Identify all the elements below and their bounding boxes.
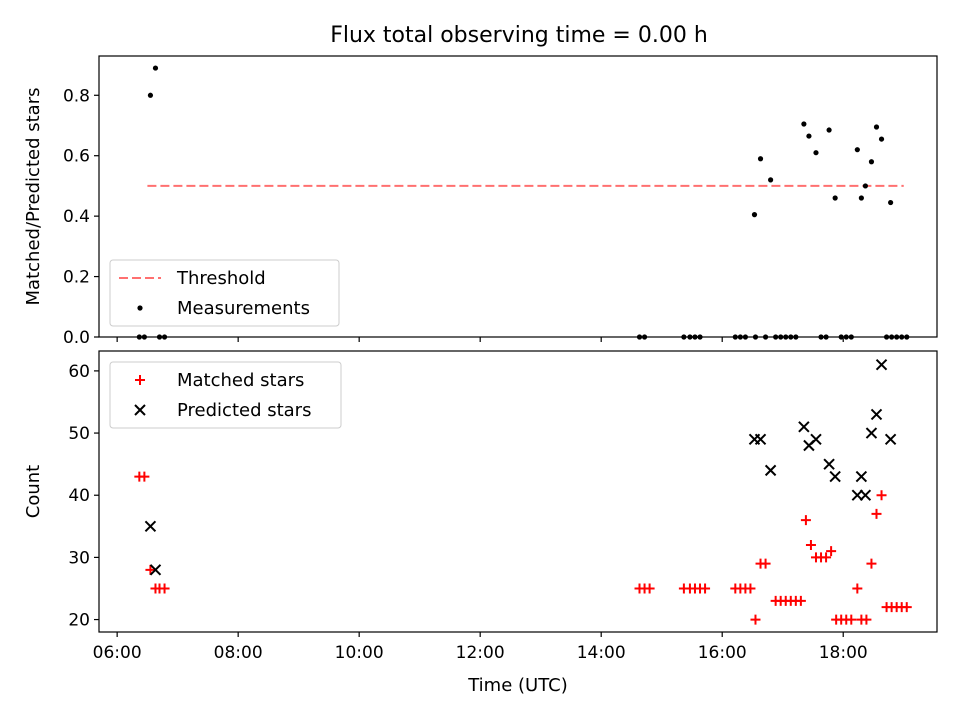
data-point (149, 564, 162, 576)
data-point (865, 427, 878, 439)
data-point (764, 464, 777, 477)
data-point (810, 433, 822, 445)
legend-label: Matched stars (177, 370, 304, 391)
data-point (884, 433, 897, 445)
legend: Matched stars Predicted stars (109, 361, 342, 429)
legend-label: Measurements (177, 298, 310, 319)
data-point (754, 433, 767, 445)
series-matched-stars (134, 471, 912, 625)
data-point (829, 470, 841, 483)
x-tick-label: 14:00 (577, 643, 626, 663)
data-point (145, 564, 156, 575)
data-point (855, 470, 868, 483)
data-point (871, 508, 882, 519)
data-point (826, 127, 832, 133)
data-point (870, 408, 883, 421)
data-point (801, 121, 807, 127)
data-point (868, 159, 875, 165)
axes-frame (98, 350, 938, 633)
data-point (846, 614, 857, 625)
data-point (757, 156, 764, 162)
legend-plus-marker (135, 375, 145, 385)
legend-x-marker (134, 404, 146, 416)
data-point (878, 136, 885, 142)
legend-label: Predicted stars (177, 400, 311, 421)
x-tick-label: 06:00 (93, 643, 142, 663)
legend: Threshold Measurements (109, 259, 340, 327)
y-tick-label: 0.0 (63, 328, 90, 348)
data-point (806, 133, 812, 139)
y-tick-label: 40 (68, 486, 90, 506)
data-point (821, 552, 832, 563)
x-tick-label: 10:00 (335, 643, 384, 663)
y-tick-label: 30 (68, 548, 90, 568)
y-tick-label: 0.6 (63, 147, 90, 167)
top-panel: 0.0 0.2 0.4 0.6 0.8 Matched/Predicted stars Th… (23, 55, 938, 348)
y-tick-label: 50 (68, 424, 90, 444)
data-point (873, 124, 880, 130)
data-point (854, 147, 860, 153)
data-point (813, 150, 819, 156)
y-tick-label: 0.4 (63, 207, 90, 227)
data-point (760, 558, 771, 569)
data-point (800, 515, 811, 526)
x-tick-label: 08:00 (214, 643, 263, 663)
data-point (159, 583, 170, 594)
bottom-panel: 20 30 40 50 60 06:00 08:00 10:00 12:00 14:00 16:00… (23, 350, 938, 696)
chart-title: Flux total observing time = 0.00 h (330, 23, 708, 48)
data-point (852, 583, 863, 594)
data-point (832, 195, 838, 201)
data-point (862, 183, 869, 189)
data-point (700, 583, 711, 594)
y-tick-label: 60 (68, 362, 90, 382)
y-axis-label: Count (23, 465, 44, 518)
y-tick-label: 20 (68, 611, 90, 631)
data-point (805, 539, 816, 550)
series-measurements (136, 65, 910, 340)
y-tick-label: 0.2 (63, 268, 90, 288)
data-point (144, 520, 157, 533)
data-point (858, 195, 864, 201)
legend-dot-marker (137, 305, 143, 311)
legend-label: Threshold (176, 268, 266, 289)
data-point (152, 65, 159, 71)
axes-frame (98, 55, 938, 338)
data-point (876, 490, 887, 501)
data-point (768, 177, 774, 183)
x-tick-label: 18:00 (819, 643, 868, 663)
data-point (888, 199, 894, 206)
y-tick-label: 0.8 (63, 86, 90, 106)
data-point (826, 546, 837, 557)
data-point (139, 471, 150, 482)
legend-frame (109, 259, 340, 327)
data-point (866, 558, 877, 569)
y-axis-label: Matched/Predicted stars (23, 88, 44, 306)
data-point (745, 583, 756, 594)
data-point (901, 602, 912, 613)
data-point (861, 614, 872, 625)
data-point (644, 583, 655, 594)
x-tick-label: 16:00 (698, 643, 747, 663)
data-point (859, 489, 872, 501)
x-axis-label: Time (UTC) (467, 675, 568, 696)
data-point (875, 358, 888, 371)
series-predicted-stars (144, 358, 897, 576)
data-point (751, 212, 758, 218)
data-point (823, 458, 835, 470)
legend-frame (109, 361, 342, 429)
data-point (750, 614, 761, 625)
data-point (798, 421, 810, 433)
data-point (795, 595, 806, 606)
data-point (147, 92, 154, 98)
x-tick-label: 12:00 (456, 643, 505, 663)
